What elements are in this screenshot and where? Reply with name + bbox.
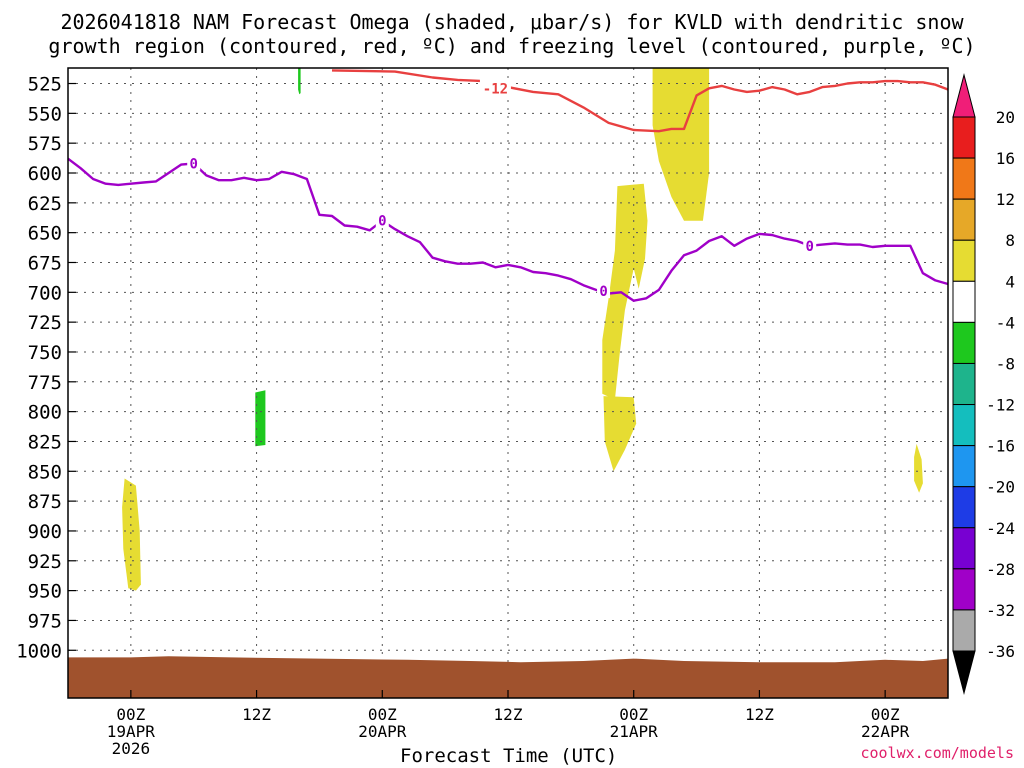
- colorbar-tick-label: 4: [1005, 272, 1015, 291]
- freezing-level-label: 0: [805, 239, 813, 255]
- y-tick-label: 825: [28, 431, 62, 453]
- colorbar-tick-label: 16: [996, 149, 1015, 168]
- y-tick-label: 650: [28, 223, 62, 245]
- colorbar-tick-label: -4: [996, 313, 1015, 332]
- colorbar-tick-label: -32: [986, 601, 1015, 620]
- axes: 525 550 575 600 625 650 675 700 725 750 775 800 825 8…: [16, 74, 909, 758]
- ascent-blob: [603, 396, 637, 472]
- y-tick-label: 525: [28, 74, 62, 96]
- y-tick-label: 925: [28, 551, 62, 573]
- x-tick-label: 12Z: [242, 705, 271, 724]
- x-tick-label: 12Z: [745, 705, 774, 724]
- colorbar-tick-label: 20: [996, 108, 1015, 127]
- freezing-level-contour: [67, 157, 949, 302]
- x-tick-label: 21APR: [610, 722, 659, 741]
- ascent-blob: [652, 68, 710, 221]
- y-tick-label: 600: [28, 163, 62, 185]
- descent-blob: [298, 68, 301, 95]
- colorbar-swatch: [952, 486, 976, 529]
- y-tick-label: 625: [28, 193, 62, 215]
- x-tick-label: 00Z: [619, 705, 648, 724]
- y-tick-label: 950: [28, 581, 62, 603]
- ascent-blob: [122, 478, 141, 591]
- grid: [68, 68, 948, 698]
- colorbar-swatch: [952, 157, 976, 200]
- x-tick-label: 12Z: [494, 705, 523, 724]
- y-tick-label: 675: [28, 252, 62, 274]
- freezing-level-label: 0: [599, 284, 607, 300]
- y-tick-label: 575: [28, 133, 62, 155]
- chart-title-line1: 2026041818 NAM Forecast Omega (shaded, μ…: [60, 10, 964, 34]
- x-tick-label: 19APR: [107, 722, 156, 741]
- y-tick-label: 975: [28, 610, 62, 632]
- colorbar-tick-label: -20: [986, 478, 1015, 497]
- y-tick-label: 750: [28, 342, 62, 364]
- colorbar-swatch: [952, 321, 976, 364]
- ascent-blob: [914, 443, 923, 493]
- y-tick-label: 1000: [16, 640, 62, 662]
- colorbar-swatch: [952, 609, 976, 652]
- colorbar-swatch: [952, 239, 976, 282]
- dgz-minus-12-contour: [331, 69, 949, 133]
- x-axis-title: Forecast Time (UTC): [400, 745, 618, 767]
- colorbar-tick-label: 12: [996, 190, 1015, 209]
- y-tick-label: 800: [28, 402, 62, 424]
- freezing-level-label: 0: [378, 214, 386, 230]
- freezing-level-label: 0: [189, 156, 197, 172]
- ascent-blob: [602, 183, 648, 400]
- site-credit: coolwx.com/models: [860, 744, 1014, 762]
- x-tick-label: 00Z: [116, 705, 145, 724]
- colorbar-tick-label: 8: [1005, 231, 1015, 250]
- colorbar-tick-label: -8: [996, 354, 1015, 373]
- contour-label-bg: [187, 154, 201, 171]
- colorbar-tick-label: -36: [986, 642, 1015, 661]
- y-tick-label: 875: [28, 491, 62, 513]
- colorbar-lower-arrow: [952, 650, 976, 695]
- contours: 0 0 0 0 -12: [67, 69, 949, 302]
- colorbar-swatch: [952, 445, 976, 488]
- y-tick-label: 900: [28, 521, 62, 543]
- colorbar-upper-arrow: [952, 73, 976, 118]
- x-tick-label: 20APR: [358, 722, 407, 741]
- x-tick-label: 00Z: [368, 705, 397, 724]
- dgz-minus-12-label: -12: [483, 81, 508, 97]
- x-tick-label: 22APR: [861, 722, 910, 741]
- colorbar-swatch: [952, 362, 976, 406]
- colorbar-swatch: [952, 404, 976, 447]
- colorbar-swatch: [952, 568, 976, 611]
- x-tick-label: 00Z: [871, 705, 900, 724]
- colorbar: 20 16 12 8 4 -4 -8 -12 -16 -20 -24 -28 -32 -36: [952, 73, 1015, 695]
- colorbar-swatch: [952, 280, 976, 323]
- terrain: [68, 656, 948, 698]
- y-tick-label: 775: [28, 372, 62, 394]
- y-tick-label: 725: [28, 312, 62, 334]
- y-tick-label: 550: [28, 103, 62, 125]
- colorbar-swatch: [952, 116, 976, 159]
- omega-shading: [122, 68, 923, 591]
- contour-label-bg: [803, 236, 817, 253]
- colorbar-tick-label: -12: [986, 396, 1015, 415]
- contour-label-bg: [597, 282, 611, 299]
- terrain-fill: [68, 656, 948, 698]
- colorbar-swatch: [952, 198, 976, 241]
- x-tick-label: 2026: [112, 739, 151, 758]
- colorbar-tick-label: -16: [986, 437, 1015, 456]
- y-tick-label: 700: [28, 282, 62, 304]
- colorbar-swatch: [952, 527, 976, 570]
- colorbar-tick-label: -24: [986, 519, 1015, 538]
- contour-label-bg: [375, 211, 389, 228]
- chart-title-line2: growth region (contoured, red, ºC) and f…: [48, 34, 976, 58]
- y-tick-label: 850: [28, 461, 62, 483]
- contour-label-bg: [479, 79, 511, 96]
- colorbar-tick-label: -28: [986, 560, 1015, 579]
- descent-blob: [255, 390, 266, 447]
